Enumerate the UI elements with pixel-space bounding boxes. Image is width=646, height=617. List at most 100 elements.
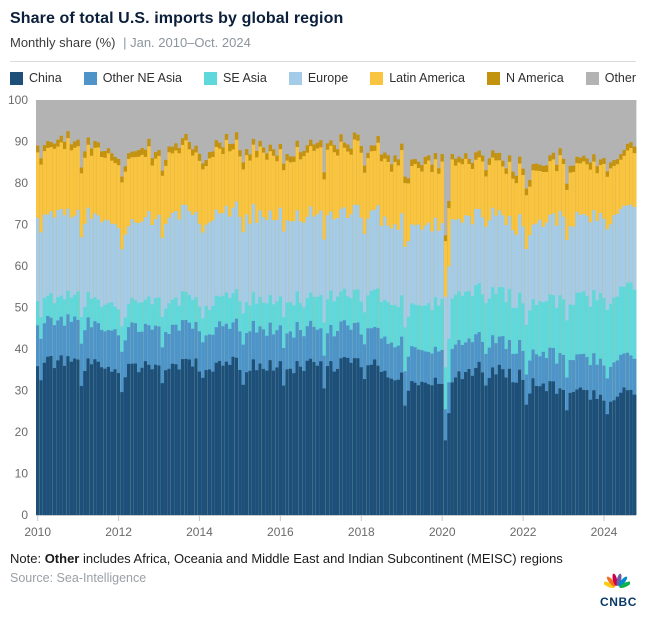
y-tick-label: 30 — [15, 384, 29, 398]
legend-swatch — [10, 71, 23, 85]
bar-segment-china — [251, 359, 256, 515]
bar-segment-china — [386, 377, 391, 515]
bar-segment-china — [605, 414, 610, 515]
bar-segment-china — [406, 390, 411, 515]
bar-segment-china — [511, 382, 516, 515]
bar-segment-china — [538, 386, 543, 515]
bar-segment-china — [100, 367, 104, 515]
bar-segment-china — [207, 369, 212, 515]
bar-segment-china — [396, 379, 401, 515]
bar-segment-china — [585, 390, 590, 515]
bar-segment-china — [292, 373, 296, 515]
bar-segment-china — [123, 377, 128, 515]
bar-segment-china — [410, 381, 414, 515]
legend-item-other: Other — [585, 71, 636, 85]
x-tick-label: 2012 — [105, 525, 132, 539]
bar-segment-china — [278, 361, 283, 515]
bar-segment-china — [197, 371, 202, 515]
bar-segment-china — [609, 401, 613, 515]
bar-segment-china — [470, 375, 475, 515]
bar-segment-china — [234, 357, 239, 515]
peacock-feather — [602, 581, 615, 589]
bar-segment-china — [39, 380, 44, 515]
bar-segment-china — [447, 413, 452, 515]
bar-segment-china — [218, 360, 222, 515]
y-tick-label: 60 — [15, 259, 29, 273]
bar-segment-china — [430, 385, 435, 515]
y-tick-label: 90 — [15, 135, 29, 149]
bar-segment-china — [59, 355, 64, 515]
bar-segment-china — [575, 389, 580, 515]
bar-segment-china — [285, 369, 290, 515]
subtitle-main: Monthly share (%) — [10, 35, 116, 50]
bar-segment-china — [329, 361, 334, 515]
bar-segment-china — [615, 396, 620, 515]
bar-segment-china — [52, 368, 57, 515]
bar-segment-china — [86, 358, 91, 515]
bar-segment-china — [204, 370, 209, 515]
bar-segment-china — [191, 366, 195, 515]
bar-segment-china — [69, 361, 74, 515]
bar-segment-china — [322, 388, 327, 515]
bar-segment-china — [612, 400, 617, 515]
bar-segment-china — [201, 377, 205, 515]
bar-segment-china — [501, 369, 505, 515]
legend-swatch — [204, 71, 217, 85]
bar-segment-china — [625, 390, 630, 515]
bar-segment-china — [187, 359, 192, 515]
bar-segment-china — [551, 381, 556, 515]
bar-segment-china — [474, 367, 478, 515]
x-tick-label: 2010 — [24, 525, 51, 539]
bar-segment-china — [619, 392, 623, 515]
bar-segment-china — [127, 363, 131, 515]
bar-segment-china — [524, 404, 529, 515]
bar-segment-china — [403, 405, 408, 515]
bar-segment-china — [116, 373, 121, 515]
legend-item-europe: Europe — [288, 71, 349, 85]
x-tick-label: 2022 — [510, 525, 537, 539]
chart-subtitle: Monthly share (%) | Jan. 2010–Oct. 2024 — [0, 35, 646, 50]
axes: 0 10 20 30 40 50 60 70 80 90 100 2010 2012 2014 2016 20… — [8, 93, 636, 539]
bar-segment-china — [383, 370, 387, 515]
legend-swatch — [585, 71, 599, 85]
bar-segment-china — [373, 359, 377, 515]
bar-segment-china — [184, 358, 189, 515]
bar-segment-china — [369, 364, 374, 515]
bar-segment-china — [325, 366, 330, 515]
legend-label: Europe — [307, 71, 349, 85]
bar-segment-china — [544, 391, 549, 515]
bar-segment-china — [595, 398, 600, 515]
legend-item-other-ne-asia: Other NE Asia — [83, 71, 182, 85]
bar-segment-china — [622, 387, 627, 515]
bar-segment-china — [49, 355, 54, 515]
bar-segment-china — [36, 366, 40, 515]
bar-segment-china — [312, 361, 317, 515]
peacock-feather — [616, 573, 622, 586]
legend-label: China — [29, 71, 62, 85]
bar-segment-china — [443, 440, 448, 515]
bar-segment-china — [89, 364, 94, 515]
bar-segment-china — [62, 365, 67, 515]
x-tick-label: 2020 — [429, 525, 456, 539]
divider — [10, 61, 636, 62]
bar-segment-china — [231, 356, 236, 515]
bar-segment-china — [261, 368, 266, 515]
bar-segment-china — [137, 372, 141, 515]
chart-source: Source: Sea-Intelligence — [10, 571, 147, 585]
bar-segment-china — [484, 385, 489, 515]
bar-segment-china — [295, 361, 300, 515]
bar-segment-china — [319, 361, 323, 515]
legend-label: SE Asia — [223, 71, 267, 85]
chart-footer: Note: Other includes Africa, Oceania and… — [0, 551, 646, 609]
bar-segment-china — [83, 371, 87, 515]
bar-segment-china — [268, 360, 273, 515]
bar-segment-china — [518, 369, 522, 515]
bar-segment-china — [366, 365, 371, 515]
bar-segment-china — [588, 399, 593, 515]
bar-segment-china — [437, 383, 441, 515]
bar-segment-china — [110, 371, 114, 515]
y-tick-label: 10 — [15, 467, 29, 481]
bar-segment-china — [336, 368, 340, 515]
bar-segment-china — [56, 360, 60, 515]
